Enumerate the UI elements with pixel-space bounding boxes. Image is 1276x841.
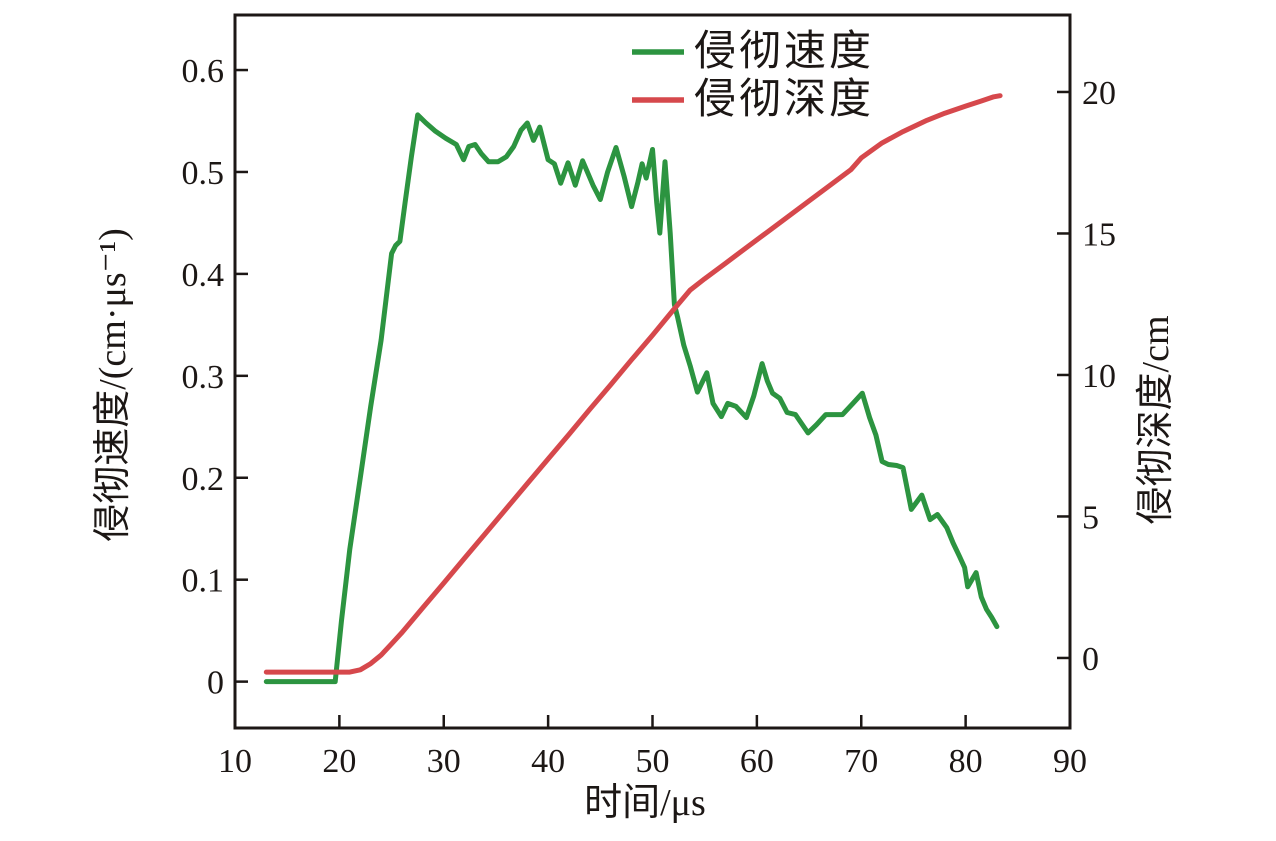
x-tick-label: 80: [949, 743, 983, 780]
left-y-tick-label: 0.6: [182, 53, 225, 90]
x-tick-label: 50: [636, 743, 670, 780]
right-y-tick-label: 10: [1082, 358, 1116, 395]
depth-series-line: [263, 93, 1003, 675]
left-y-tick-label: 0.1: [182, 563, 225, 600]
right-y-tick-label: 5: [1082, 499, 1099, 536]
x-tick-label: 10: [218, 743, 252, 780]
left-axis-title: 侵彻速度/(cm·μs⁻¹): [92, 228, 134, 542]
legend-depth-label: 侵彻深度: [694, 77, 874, 123]
left-axis-ticks: 0 0.1 0.2 0.3 0.4 0.5 0.6: [182, 53, 248, 702]
x-tick-label: 60: [740, 743, 774, 780]
left-y-tick-label: 0: [207, 665, 224, 702]
right-y-tick-label: 0: [1082, 641, 1099, 678]
right-y-tick-label: 15: [1082, 216, 1116, 253]
legend: 侵彻速度 侵彻深度: [632, 29, 874, 123]
right-axis-ticks: 0 5 10 15 20: [1057, 75, 1116, 678]
left-y-tick-label: 0.3: [182, 359, 225, 396]
series-group: [263, 93, 1003, 685]
x-tick-label: 20: [322, 743, 356, 780]
velocity-series-line: [263, 112, 1000, 685]
x-tick-label: 40: [531, 743, 565, 780]
x-tick-label: 90: [1053, 743, 1087, 780]
right-y-tick-label: 20: [1082, 75, 1116, 112]
left-y-tick-label: 0.2: [182, 461, 225, 498]
legend-velocity-label: 侵彻速度: [694, 29, 874, 75]
x-axis-title: 时间/μs: [584, 782, 706, 824]
x-axis-ticks: 10 20 30 40 50 60 70 80 90: [218, 715, 1087, 780]
left-y-tick-label: 0.4: [182, 257, 225, 294]
plot-border: [233, 13, 1072, 730]
x-tick-label: 70: [844, 743, 878, 780]
x-tick-label: 30: [427, 743, 461, 780]
left-y-tick-label: 0.5: [182, 155, 225, 192]
right-axis-title: 侵彻深度/cm: [1135, 316, 1177, 525]
